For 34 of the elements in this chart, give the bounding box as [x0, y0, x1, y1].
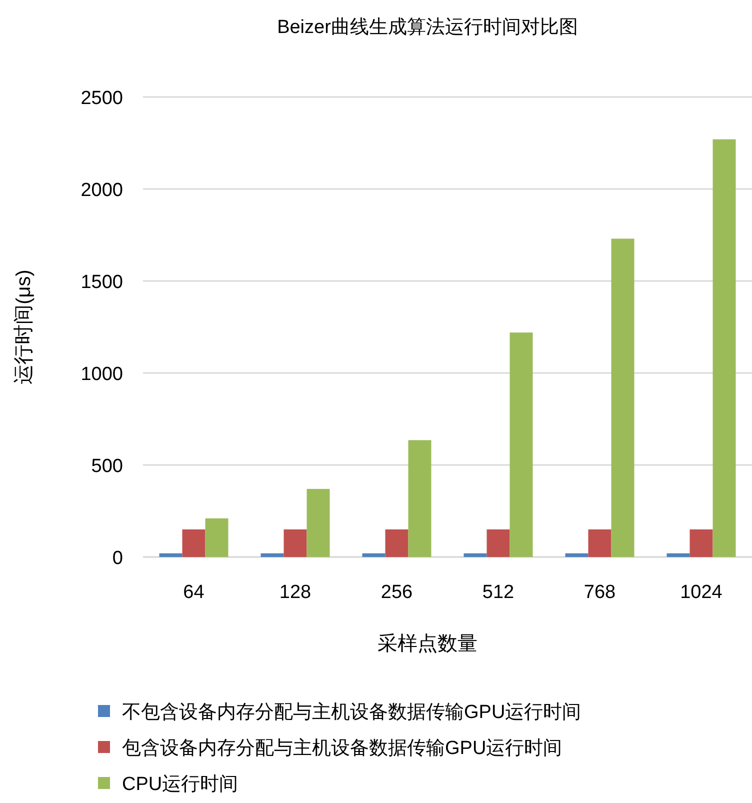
bar [712, 139, 736, 557]
bar [284, 529, 307, 557]
x-tick-label: 128 [279, 582, 312, 603]
y-tick-label: 500 [91, 456, 123, 477]
bar [159, 553, 182, 557]
legend-label: CPU运行时间 [122, 774, 238, 795]
y-tick-label: 2500 [80, 88, 123, 109]
bar [408, 440, 432, 557]
bar [510, 332, 533, 557]
bar [486, 529, 510, 557]
bar [666, 553, 690, 557]
x-tick-label: 768 [584, 582, 616, 603]
bar [611, 238, 634, 557]
bar [565, 553, 588, 557]
x-tick-label: 512 [482, 582, 514, 603]
bar [385, 529, 408, 557]
y-tick-label: 0 [112, 548, 123, 569]
x-axis-title: 采样点数量 [378, 633, 478, 655]
bar [306, 488, 330, 557]
x-tick-label: 1024 [680, 582, 723, 603]
bar [464, 553, 487, 557]
bar [362, 553, 386, 557]
y-axis-title: 运行时间(μs) [13, 270, 35, 384]
y-tick-label: 1000 [80, 364, 123, 385]
bar [205, 518, 228, 557]
y-tick-label: 2000 [80, 180, 123, 201]
y-tick-label: 1500 [80, 272, 123, 293]
x-tick-label: 64 [183, 582, 205, 603]
bar [260, 553, 284, 557]
chart-title: Beizer曲线生成算法运行时间对比图 [277, 17, 578, 38]
bar [588, 529, 612, 557]
bar [182, 529, 206, 557]
bar [690, 529, 713, 557]
x-tick-label: 256 [380, 582, 413, 603]
